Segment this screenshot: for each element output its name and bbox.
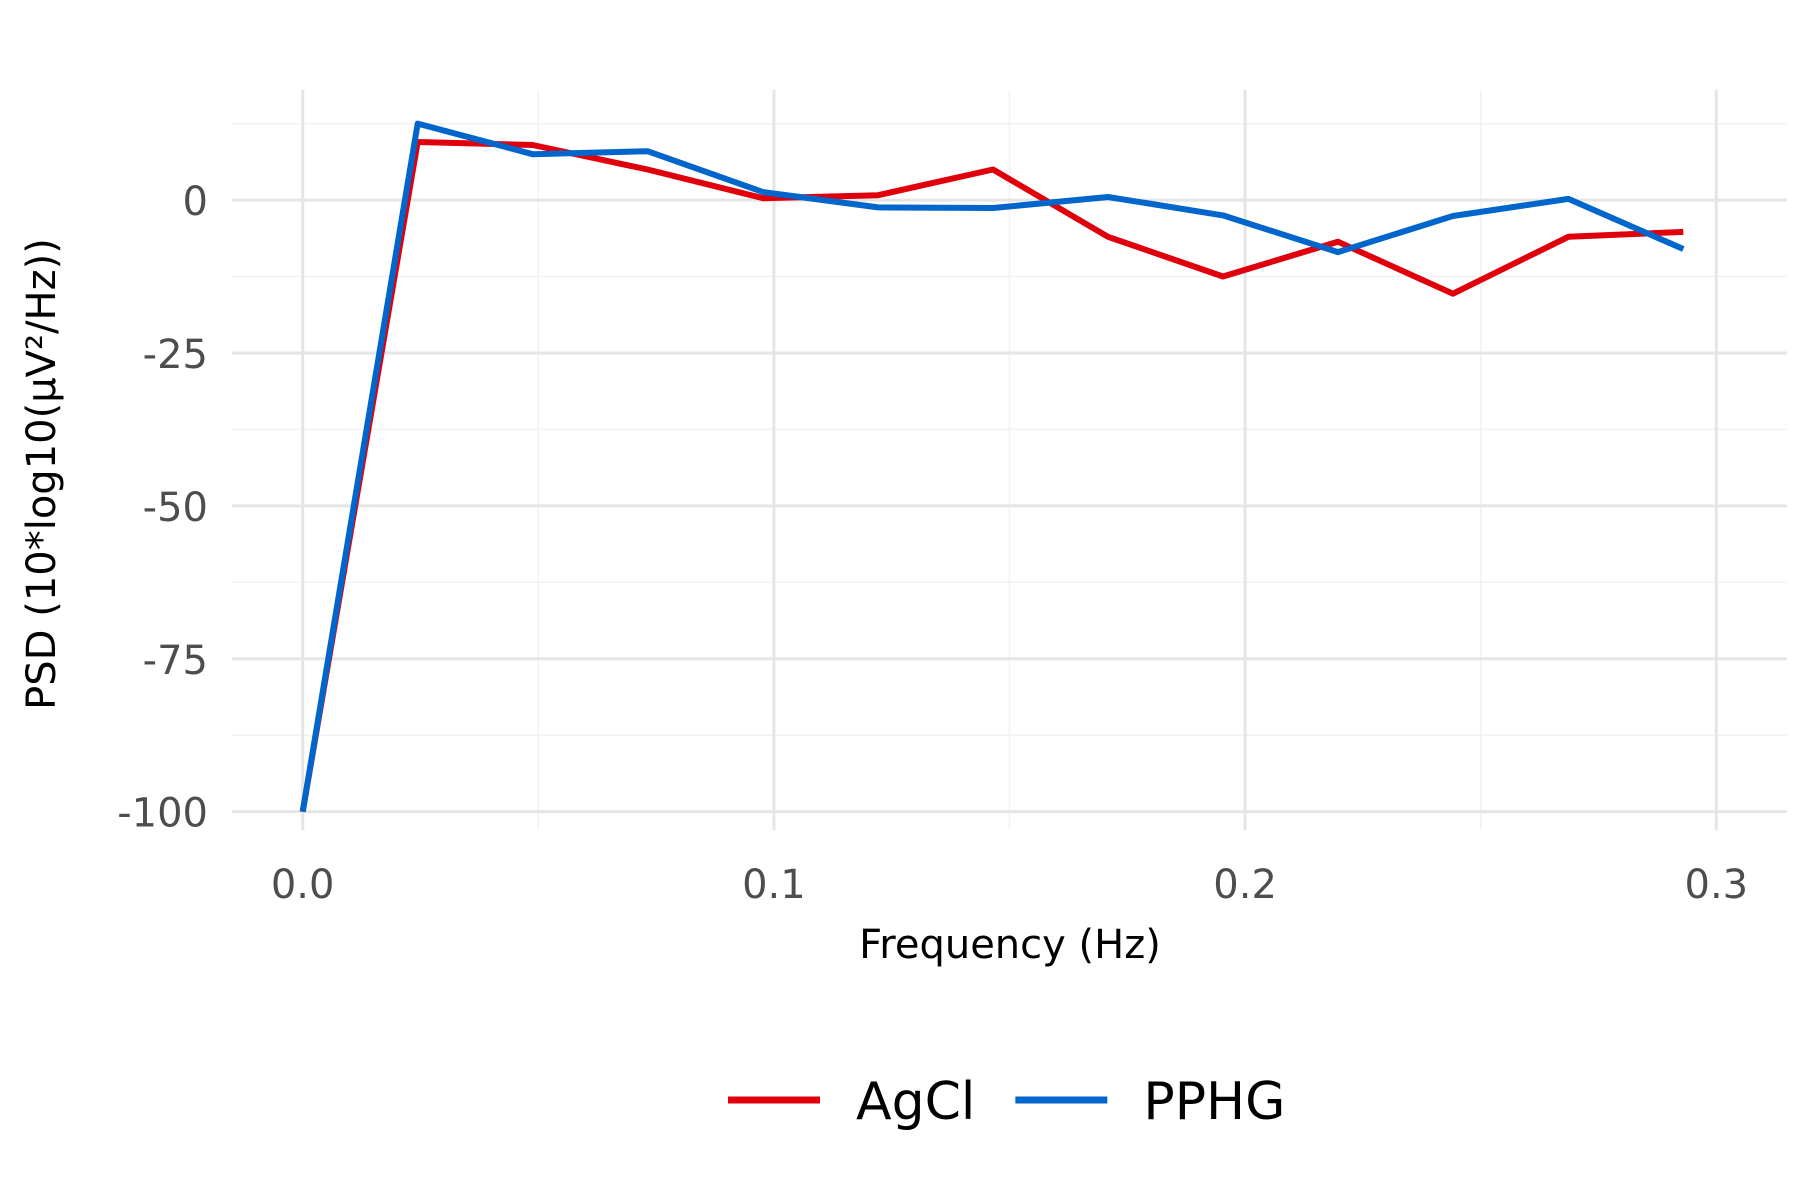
legend-label: PPHG [1143, 1072, 1285, 1132]
legend: AgCl PPHG [728, 1072, 1285, 1132]
x-axis-tick-labels: 0.0 0.1 0.2 0.3 [271, 862, 1748, 908]
legend-label: AgCl [856, 1072, 975, 1132]
series-line-agcl [299, 139, 1684, 813]
x-tick-label: 0.3 [1685, 862, 1749, 908]
y-tick-label: 0 [183, 179, 208, 225]
x-axis-title: Frequency (Hz) [859, 922, 1161, 968]
legend-item-pphg: PPHG [1015, 1072, 1285, 1132]
y-tick-label: -100 [117, 791, 208, 837]
y-tick-label: -25 [143, 332, 208, 378]
legend-item-agcl: AgCl [728, 1072, 975, 1132]
major-gridlines [232, 90, 1787, 830]
series-lines [299, 120, 1685, 813]
y-tick-label: -75 [143, 638, 208, 684]
series-line-pphg [299, 120, 1685, 813]
y-tick-label: -50 [143, 485, 208, 531]
x-tick-label: 0.0 [271, 862, 335, 908]
y-axis-title: PSD (10*log10(µV²/Hz)) [19, 238, 65, 710]
x-tick-label: 0.2 [1213, 862, 1277, 908]
y-axis-tick-labels: -100 -75 -50 -25 0 [117, 179, 208, 837]
x-tick-label: 0.1 [742, 862, 806, 908]
